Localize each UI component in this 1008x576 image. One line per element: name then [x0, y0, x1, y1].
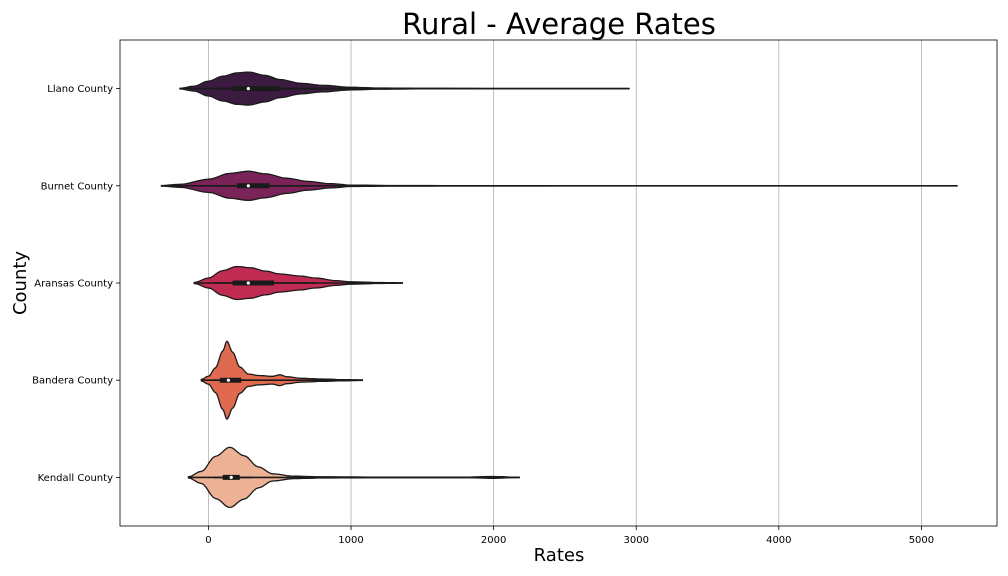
x-tick-label: 0	[205, 535, 211, 546]
violin-median-point	[246, 87, 250, 91]
y-tick-label: Bandera County	[32, 376, 113, 387]
violin-median-point	[229, 475, 233, 479]
y-tick-label: Aransas County	[34, 279, 113, 290]
violins	[160, 71, 958, 509]
x-tick-label: 1000	[338, 535, 363, 546]
x-tick-label: 4000	[766, 535, 791, 546]
x-axis-label: Rates	[534, 545, 585, 566]
y-tick-label: Kendall County	[38, 473, 113, 484]
y-axis-ticks: Llano County Burnet County Aransas County B…	[32, 84, 120, 484]
x-tick-label: 2000	[481, 535, 506, 546]
violin-median-point	[226, 378, 230, 382]
violin-median-point	[246, 184, 250, 188]
x-tick-label: 5000	[909, 535, 934, 546]
y-axis-label: County	[10, 251, 31, 315]
chart-title: Rural - Average Rates	[402, 7, 716, 41]
y-tick-label: Llano County	[47, 84, 113, 95]
violin-median-point	[246, 281, 250, 285]
x-axis-ticks: 0 1000 2000 3000 4000 5000	[205, 526, 934, 546]
x-tick-label: 3000	[623, 535, 648, 546]
y-tick-label: Burnet County	[41, 181, 113, 192]
grid-lines	[208, 40, 922, 526]
